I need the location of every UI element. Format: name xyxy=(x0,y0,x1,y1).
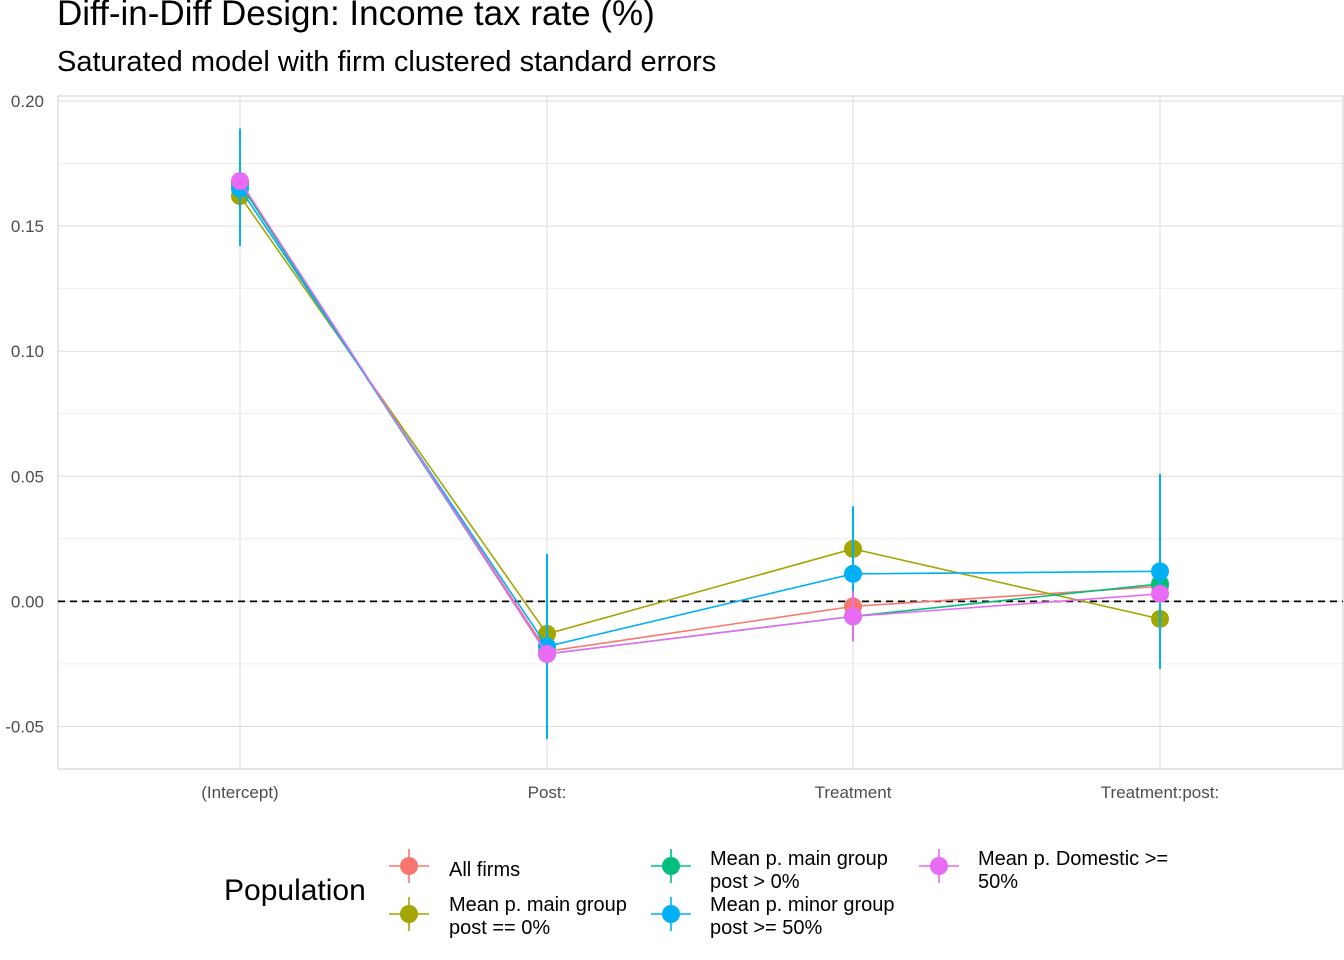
y-tick-label: 0.05 xyxy=(11,467,44,486)
chart-title: Diff-in-Diff Design: Income tax rate (%) xyxy=(57,0,655,33)
legend-key xyxy=(651,894,691,934)
data-point xyxy=(844,607,862,626)
y-tick-label: 0.10 xyxy=(11,342,44,361)
legend-key xyxy=(389,846,429,886)
legend-label: All firms xyxy=(449,859,521,881)
series-line xyxy=(239,180,1161,655)
y-tick-label: 0.15 xyxy=(11,217,44,236)
data-point xyxy=(844,564,862,583)
series-line xyxy=(239,188,1161,648)
series-3 xyxy=(231,128,1169,739)
legend-label: Mean p. main group post == 0% xyxy=(449,894,627,939)
panel-border xyxy=(57,95,1344,770)
data-point xyxy=(1151,562,1169,581)
series-line xyxy=(239,183,1161,655)
chart-subtitle: Saturated model with firm clustered stan… xyxy=(57,46,717,78)
legend-label: Mean p. main group post > 0% xyxy=(710,848,888,893)
y-tick-label: 0.20 xyxy=(11,92,44,111)
legend-label: Mean p. minor group post >= 50% xyxy=(710,894,895,939)
x-tick-label: Treatment:post: xyxy=(1101,783,1219,802)
x-tick-label: (Intercept) xyxy=(201,783,278,802)
series-4 xyxy=(231,172,1169,663)
series-1 xyxy=(231,187,1169,643)
x-tick-label: Post: xyxy=(528,783,567,802)
x-tick-label: Treatment xyxy=(815,783,892,802)
series-0 xyxy=(231,174,1169,661)
series-line xyxy=(239,183,1161,653)
legend-label: Mean p. Domestic >= 50% xyxy=(978,848,1169,893)
legend-key xyxy=(651,846,691,886)
data-point xyxy=(1151,584,1169,603)
series-layer xyxy=(231,128,1169,739)
legend-key xyxy=(389,894,429,934)
data-point xyxy=(231,172,249,191)
series-2 xyxy=(231,174,1169,663)
legend-key xyxy=(919,846,959,886)
y-tick-label: 0.00 xyxy=(11,592,44,611)
tick-labels: -0.05 0.00 0.05 0.10 0.15 0.20 (Intercept) Post… xyxy=(5,92,1219,802)
y-tick-label: -0.05 xyxy=(5,717,44,736)
series-line xyxy=(239,195,1161,635)
legend-title: Population xyxy=(224,874,366,907)
data-point xyxy=(538,644,556,663)
